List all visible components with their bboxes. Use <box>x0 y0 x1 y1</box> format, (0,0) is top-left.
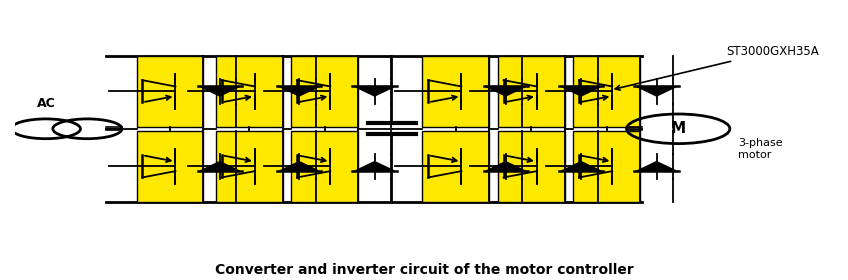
Polygon shape <box>279 87 319 96</box>
Polygon shape <box>637 162 677 171</box>
Polygon shape <box>354 87 394 96</box>
Text: 3-phase
motor: 3-phase motor <box>738 138 783 160</box>
Bar <box>573 131 640 202</box>
Text: AC: AC <box>36 97 55 110</box>
Bar <box>137 56 204 127</box>
Polygon shape <box>279 162 319 171</box>
Text: Converter and inverter circuit of the motor controller: Converter and inverter circuit of the mo… <box>215 263 633 277</box>
Bar <box>216 56 282 127</box>
Polygon shape <box>486 87 526 96</box>
Polygon shape <box>637 87 677 96</box>
Polygon shape <box>354 162 394 171</box>
Bar <box>292 56 358 127</box>
Polygon shape <box>561 87 601 96</box>
Text: M: M <box>671 121 686 136</box>
Bar <box>573 56 640 127</box>
Bar <box>137 131 204 202</box>
Polygon shape <box>561 162 601 171</box>
Bar <box>422 56 489 127</box>
Bar <box>422 131 489 202</box>
Polygon shape <box>486 162 526 171</box>
Polygon shape <box>200 162 240 171</box>
Bar <box>292 131 358 202</box>
Polygon shape <box>200 87 240 96</box>
Bar <box>216 131 282 202</box>
Bar <box>498 56 565 127</box>
Text: ST3000GXH35A: ST3000GXH35A <box>615 45 818 90</box>
Bar <box>498 131 565 202</box>
